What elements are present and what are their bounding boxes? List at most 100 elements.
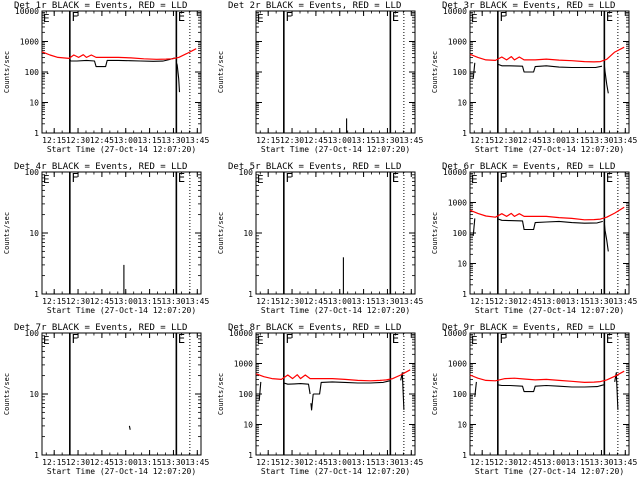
panel-title: Det 3r BLACK = Events, RED = LLD	[442, 1, 615, 11]
x-tick-label: 13:15	[138, 458, 162, 467]
y-axis-label: Counts/sec	[217, 373, 225, 415]
x-tick-label: 12:45	[518, 297, 542, 306]
events-series-line	[175, 62, 181, 93]
x-tick-label: 13:00	[328, 297, 352, 306]
x-tick-label: 12:45	[304, 297, 328, 306]
y-tick-label: 1	[248, 451, 253, 460]
y-tick-label: 1	[34, 129, 39, 138]
panel-6: Det 6r BLACK = Events, RED = LLD 1 10 100 10…	[431, 162, 638, 315]
y-tick-label: 10	[457, 421, 467, 430]
x-axis-label: Start Time (27-Oct-14 12:07:20)	[261, 145, 410, 154]
y-tick-label: 1	[462, 290, 467, 299]
x-tick-label: 13:45	[185, 136, 209, 145]
marker-letter: F	[285, 332, 292, 346]
x-tick-label: 12:30	[494, 136, 518, 145]
y-tick-label: 1	[34, 290, 39, 299]
marker-letter: F	[71, 171, 78, 185]
y-tick-label: 1	[248, 290, 253, 299]
marker-letter-left: E	[257, 173, 264, 186]
panel-title: Det 7r BLACK = Events, RED = LLD	[14, 323, 187, 333]
marker-letter: F	[499, 10, 506, 24]
y-tick-label: 1000	[448, 199, 467, 208]
x-tick-label: 13:30	[161, 297, 185, 306]
panel-3: Det 3r BLACK = Events, RED = LLD 1 10 100 10…	[431, 1, 638, 154]
panel-title: Det 6r BLACK = Events, RED = LLD	[442, 162, 615, 172]
events-series-line	[474, 381, 477, 398]
y-axis-label: Counts/sec	[431, 212, 439, 254]
y-axis-label: Counts/sec	[3, 212, 11, 254]
x-tick-label: 12:15	[256, 136, 280, 145]
x-tick-label: 12:15	[470, 136, 494, 145]
x-tick-label: 13:30	[589, 136, 613, 145]
x-tick-label: 13:30	[589, 458, 613, 467]
x-tick-label: 13:00	[542, 136, 566, 145]
events-series-line	[258, 381, 262, 401]
events-series-line	[603, 223, 609, 252]
x-tick-label: 13:15	[566, 297, 590, 306]
panel-title: Det 8r BLACK = Events, RED = LLD	[228, 323, 401, 333]
y-tick-label: 1000	[234, 360, 253, 369]
x-tick-label: 13:15	[352, 136, 376, 145]
x-tick-label: 12:30	[66, 458, 90, 467]
lld-series-line	[255, 369, 411, 382]
marker-letter: F	[285, 10, 292, 24]
x-tick-label: 13:00	[114, 297, 138, 306]
marker-letter: E	[392, 171, 399, 185]
x-tick-label: 12:30	[280, 458, 304, 467]
panel-9: Det 9r BLACK = Events, RED = LLD 1 10 100 10…	[431, 323, 638, 476]
y-tick-label: 10000	[443, 168, 467, 177]
events-series-line	[614, 372, 619, 410]
panel-title: Det 4r BLACK = Events, RED = LLD	[14, 162, 187, 172]
events-series-line	[497, 218, 603, 231]
lld-series-line	[469, 370, 625, 383]
events-series-line	[497, 384, 604, 393]
x-tick-label: 12:30	[280, 297, 304, 306]
panel-7: Det 7r BLACK = Events, RED = LLD 1 10 100 12…	[3, 323, 210, 476]
marker-letter: E	[606, 171, 613, 185]
x-tick-label: 13:00	[114, 458, 138, 467]
y-tick-label: 10	[243, 421, 253, 430]
marker-letter: F	[285, 171, 292, 185]
x-axis-label: Start Time (27-Oct-14 12:07:20)	[475, 467, 624, 476]
x-tick-label: 12:45	[90, 458, 114, 467]
y-tick-label: 1	[462, 451, 467, 460]
events-series-line	[283, 382, 311, 395]
panel-5: Det 5r BLACK = Events, RED = LLD 1 10 100 12…	[217, 162, 424, 315]
panel-title: Det 2r BLACK = Events, RED = LLD	[228, 1, 401, 11]
marker-letter-left: E	[471, 12, 478, 25]
x-tick-label: 13:15	[566, 136, 590, 145]
y-tick-label: 10000	[15, 7, 39, 16]
x-tick-label: 13:30	[161, 458, 185, 467]
marker-letter: E	[606, 332, 613, 346]
x-tick-label: 12:45	[304, 458, 328, 467]
x-tick-label: 13:15	[352, 297, 376, 306]
marker-letter: E	[392, 332, 399, 346]
lld-series-line	[469, 206, 625, 221]
y-tick-label: 100	[453, 68, 468, 77]
x-tick-label: 13:30	[375, 297, 399, 306]
marker-letter-left: E	[471, 173, 478, 186]
x-axis-label: Start Time (27-Oct-14 12:07:20)	[47, 306, 196, 315]
marker-letter-left: E	[257, 12, 264, 25]
x-tick-label: 13:45	[613, 297, 637, 306]
x-axis-label: Start Time (27-Oct-14 12:07:20)	[475, 145, 624, 154]
x-tick-label: 13:30	[375, 458, 399, 467]
panel-1: Det 1r BLACK = Events, RED = LLD 1 10 100 10…	[3, 1, 210, 154]
y-tick-label: 1000	[448, 38, 467, 47]
x-tick-label: 12:15	[470, 458, 494, 467]
events-series-line	[472, 218, 476, 237]
y-axis-label: Counts/sec	[217, 212, 225, 254]
y-axis-label: Counts/sec	[3, 51, 11, 93]
x-tick-label: 12:30	[66, 136, 90, 145]
y-axis-label: Counts/sec	[431, 51, 439, 93]
x-tick-label: 13:15	[352, 458, 376, 467]
x-tick-label: 13:45	[185, 458, 209, 467]
panel-title: Det 5r BLACK = Events, RED = LLD	[228, 162, 401, 172]
y-tick-label: 10	[29, 229, 39, 238]
marker-letter: E	[606, 10, 613, 24]
x-tick-label: 12:15	[256, 297, 280, 306]
panel-title: Det 9r BLACK = Events, RED = LLD	[442, 323, 615, 333]
lld-series-line	[41, 48, 197, 60]
